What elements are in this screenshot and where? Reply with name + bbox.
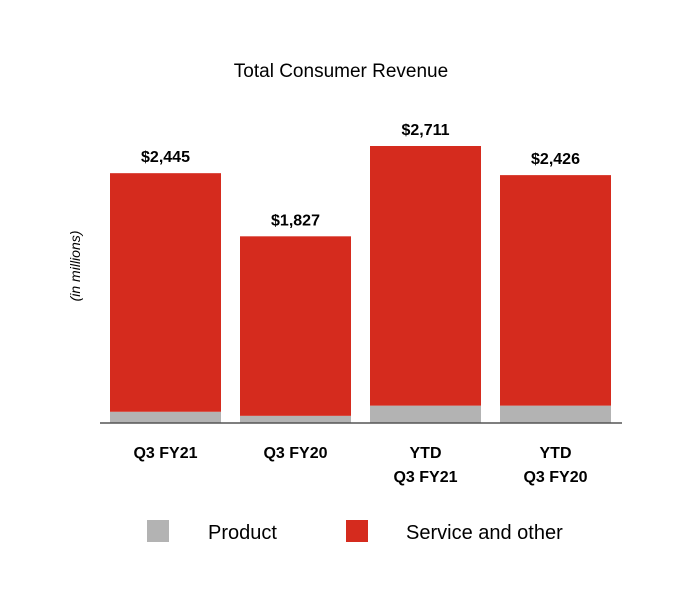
legend-label-product: Product	[208, 522, 277, 544]
x-tick-label-3-0: YTD	[540, 445, 572, 462]
bar-product-1	[240, 415, 351, 423]
value-labels-group: $2,445 $1,827 $2,711 $2,426	[141, 122, 580, 229]
legend-swatch-product	[147, 520, 169, 542]
value-label-0: $2,445	[141, 149, 190, 166]
bar-product-3	[500, 405, 611, 423]
y-axis-label: (in millions)	[67, 231, 83, 302]
legend: Product Service and other	[147, 520, 563, 544]
x-tick-label-3-1: Q3 FY20	[523, 469, 587, 486]
x-tick-labels-group: Q3 FY21 Q3 FY20 YTD Q3 FY21 YTD Q3 FY20	[133, 445, 587, 486]
value-label-3: $2,426	[531, 151, 580, 168]
bar-product-0	[110, 411, 221, 423]
x-tick-label-0-0: Q3 FY21	[133, 445, 197, 462]
bar-product-2	[370, 405, 481, 423]
legend-label-service: Service and other	[406, 522, 563, 544]
x-tick-label-2-1: Q3 FY21	[393, 469, 457, 486]
bar-service-0	[110, 173, 221, 412]
value-label-2: $2,711	[401, 122, 449, 139]
bar-service-3	[500, 175, 611, 406]
value-label-1: $1,827	[271, 212, 320, 229]
bars-group	[110, 146, 611, 423]
x-tick-label-2-0: YTD	[410, 445, 442, 462]
bar-service-2	[370, 146, 481, 406]
legend-swatch-service	[346, 520, 368, 542]
x-tick-label-1-0: Q3 FY20	[263, 445, 327, 462]
bar-service-1	[240, 236, 351, 416]
chart-title: Total Consumer Revenue	[234, 61, 448, 82]
